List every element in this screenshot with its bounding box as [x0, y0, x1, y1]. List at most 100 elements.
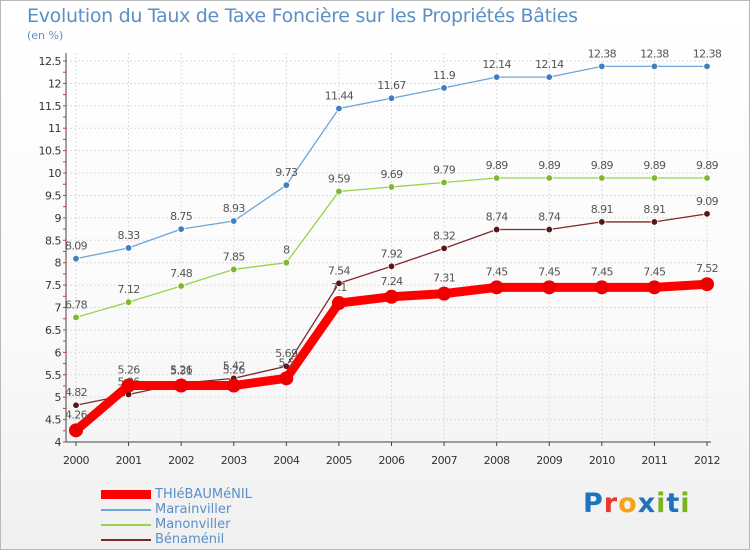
data-label: 6.78 — [65, 298, 88, 311]
data-label: 5.42 — [223, 359, 245, 372]
data-point — [440, 244, 448, 253]
y-tick-label: 8 — [55, 257, 62, 270]
data-label: 9.89 — [696, 159, 719, 172]
y-tick-label: 5 — [55, 391, 62, 404]
data-label: 7.45 — [486, 265, 509, 278]
data-point — [703, 210, 711, 218]
x-tick-label: 2009 — [536, 454, 562, 467]
data-label: 5.69 — [275, 347, 298, 360]
y-tick-label: 10.5 — [39, 145, 62, 158]
data-label: 7.48 — [170, 267, 193, 280]
data-point — [69, 423, 83, 438]
data-label: 5.26 — [118, 364, 141, 377]
data-label: 9.09 — [696, 195, 719, 208]
series-thiébauménil: 4.26 5.26 5.26 5.26 5.5 7.1 7.24 7.31 7.45 7.45 7.… — [65, 262, 719, 438]
data-point — [594, 280, 609, 295]
data-label: 7.1 — [331, 281, 347, 294]
data-label: 12.38 — [588, 47, 617, 60]
data-point — [72, 401, 80, 409]
y-tick-label: 5.5 — [45, 369, 61, 382]
data-label: 12.14 — [535, 58, 564, 71]
data-point — [72, 254, 80, 263]
data-point — [545, 174, 553, 182]
data-point — [279, 371, 294, 386]
legend-swatch — [101, 539, 151, 541]
data-label: 12.38 — [693, 47, 722, 60]
data-label: 8.75 — [170, 210, 193, 223]
data-label: 9.73 — [275, 166, 298, 179]
data-label: 12.38 — [640, 47, 669, 60]
data-point — [598, 218, 606, 226]
x-tick-label: 2000 — [63, 454, 89, 467]
data-point — [384, 289, 399, 304]
data-point — [647, 280, 662, 295]
data-label: 9.69 — [380, 168, 403, 181]
data-point — [282, 181, 291, 189]
data-point — [177, 282, 185, 290]
data-label: 5.26 — [170, 364, 193, 377]
x-tick-label: 2010 — [589, 454, 615, 467]
x-tick-label: 2008 — [484, 454, 510, 467]
data-label: 8.09 — [65, 240, 88, 253]
data-point — [650, 62, 659, 71]
x-tick-label: 2001 — [116, 454, 142, 467]
data-label: 5.31 — [170, 364, 192, 377]
data-point — [72, 313, 80, 322]
data-label: 7.52 — [696, 262, 718, 275]
data-label: 8.32 — [433, 229, 455, 242]
data-point — [492, 225, 501, 234]
data-point — [650, 174, 659, 182]
data-point — [177, 225, 185, 233]
data-label: 8.91 — [591, 203, 613, 216]
x-tick-label: 2002 — [168, 454, 194, 467]
legend-swatch — [101, 524, 151, 526]
legend-label: THIéBAUMéNIL — [155, 487, 252, 502]
data-point — [703, 174, 711, 182]
data-point — [387, 183, 396, 191]
data-label: 7.12 — [118, 283, 140, 296]
data-point — [335, 279, 343, 288]
y-tick-label: 7 — [55, 302, 62, 315]
data-point — [598, 174, 606, 182]
data-label: 7.45 — [643, 265, 666, 278]
data-label: 9.79 — [433, 163, 456, 176]
data-label: 7.45 — [538, 265, 561, 278]
x-tick-label: 2005 — [326, 454, 352, 467]
data-label: 12.14 — [482, 58, 511, 71]
data-point — [121, 378, 136, 393]
y-tick-label: 8.5 — [45, 234, 61, 247]
y-tick-label: 9 — [55, 212, 62, 225]
x-tick-label: 2007 — [431, 454, 457, 467]
data-label: 7.31 — [433, 272, 455, 285]
data-label: 8.91 — [643, 203, 665, 216]
data-point — [489, 280, 504, 295]
data-point — [700, 277, 714, 292]
data-label: 8 — [283, 244, 290, 257]
series-manonviller: 6.78 7.12 7.48 7.85 8 9.59 9.69 9.79 9.89 9.89 9.8… — [65, 159, 719, 322]
proxiti-logo: Proxiti — [583, 488, 691, 519]
data-point — [492, 174, 501, 182]
x-tick-label: 2004 — [273, 454, 299, 467]
chart-title: Evolution du Taux de Taxe Foncière sur l… — [27, 5, 578, 27]
data-point — [335, 187, 343, 196]
data-point — [703, 62, 711, 71]
x-tick-label: 2003 — [221, 454, 247, 467]
data-point — [440, 178, 448, 187]
data-point — [282, 259, 291, 267]
data-label: 7.24 — [380, 275, 403, 288]
data-point — [230, 217, 238, 225]
data-label: 8.33 — [118, 229, 141, 242]
y-tick-label: 4.5 — [45, 414, 61, 427]
y-tick-label: 10 — [48, 167, 61, 180]
legend-swatch — [101, 509, 151, 511]
y-axis-unit: (en %) — [27, 29, 64, 42]
data-label: 9.89 — [643, 159, 666, 172]
y-tick-label: 9.5 — [45, 189, 61, 202]
data-label: 8.74 — [486, 211, 509, 224]
data-label: 9.59 — [328, 172, 351, 185]
data-label: 9.89 — [486, 159, 509, 172]
data-label: 8.74 — [538, 211, 561, 224]
y-tick-label: 6 — [55, 346, 62, 359]
legend-label: Marainviller — [155, 502, 232, 517]
